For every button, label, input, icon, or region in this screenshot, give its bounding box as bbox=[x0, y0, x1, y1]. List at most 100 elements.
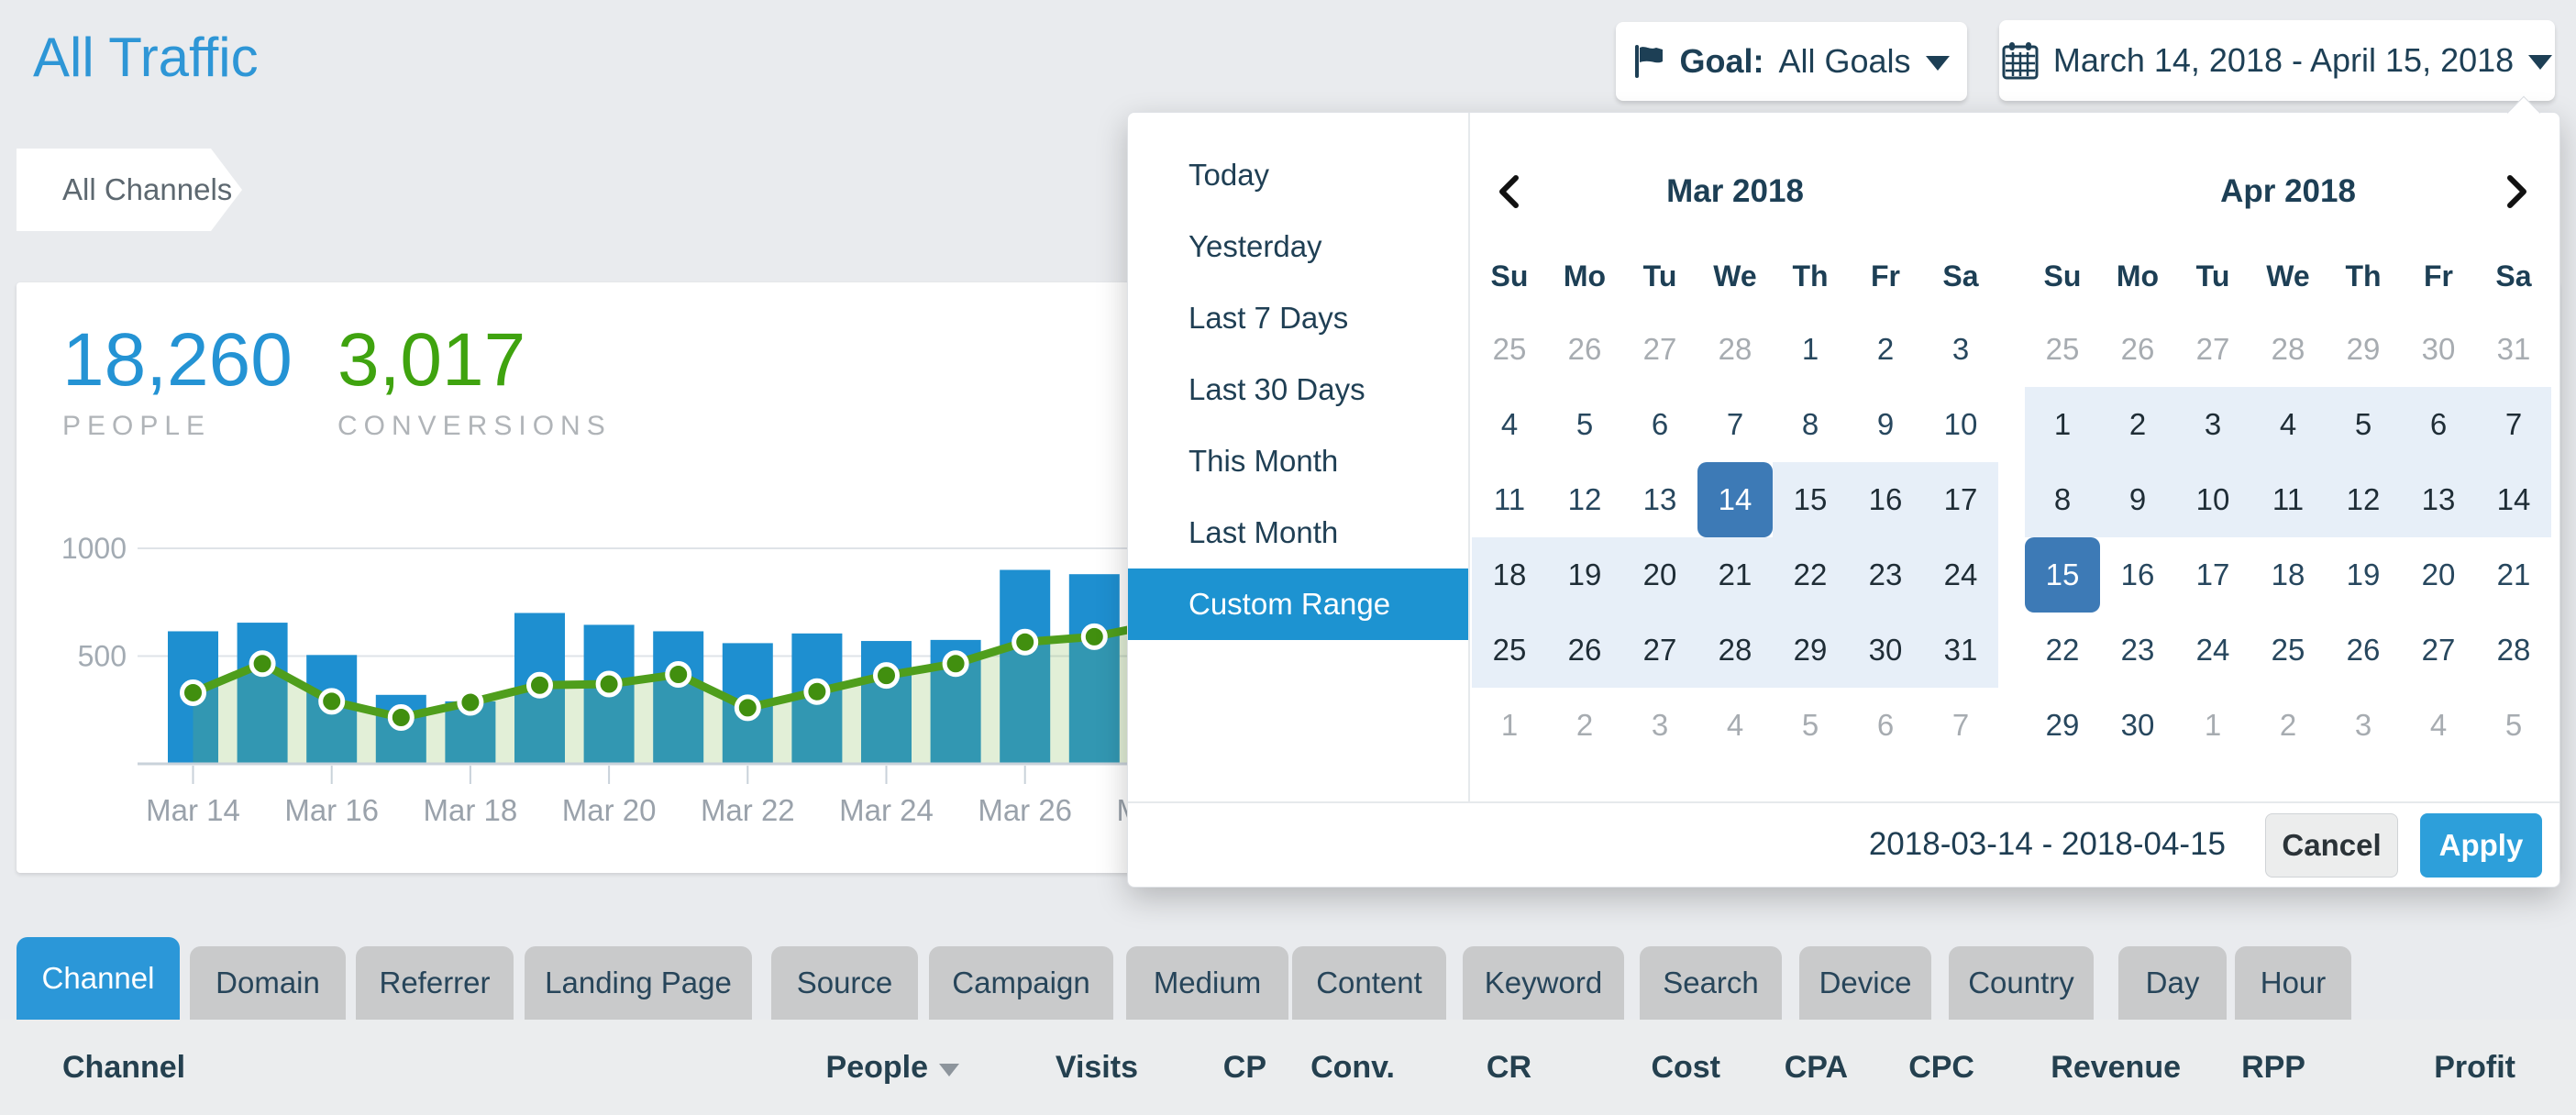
day-cell[interactable]: 13 bbox=[2401, 462, 2476, 537]
day-cell[interactable]: 5 bbox=[2504, 708, 2523, 742]
day-cell[interactable]: 28 bbox=[2271, 332, 2305, 366]
day-cell[interactable]: 14 bbox=[1697, 462, 1773, 537]
menu-item-custom-range[interactable]: Custom Range bbox=[1128, 569, 1468, 640]
day-cell[interactable]: 24 bbox=[2195, 633, 2230, 667]
day-cell[interactable]: 21 bbox=[2496, 558, 2531, 591]
day-cell[interactable]: 16 bbox=[1848, 462, 1923, 537]
day-cell[interactable]: 6 bbox=[1651, 407, 1669, 441]
tab-day[interactable]: Day bbox=[2118, 946, 2227, 1020]
day-cell[interactable]: 4 bbox=[2429, 708, 2448, 742]
day-cell[interactable]: 4 bbox=[1500, 407, 1519, 441]
day-cell[interactable]: 19 bbox=[1547, 537, 1622, 613]
day-cell[interactable]: 7 bbox=[2476, 387, 2551, 462]
menu-item-this-month[interactable]: This Month bbox=[1188, 444, 1339, 478]
day-cell[interactable]: 10 bbox=[1943, 407, 1978, 441]
tab-hour[interactable]: Hour bbox=[2235, 946, 2351, 1020]
column-header-cost[interactable]: Cost bbox=[1651, 1020, 1720, 1115]
day-cell[interactable]: 30 bbox=[2421, 332, 2456, 366]
day-cell[interactable]: 13 bbox=[1642, 482, 1677, 516]
day-cell[interactable]: 9 bbox=[2100, 462, 2175, 537]
column-header-people[interactable]: People bbox=[826, 1020, 959, 1115]
column-header-visits[interactable]: Visits bbox=[1056, 1020, 1138, 1115]
day-cell[interactable]: 22 bbox=[1773, 537, 1848, 613]
day-cell[interactable]: 23 bbox=[2120, 633, 2155, 667]
day-cell[interactable]: 2 bbox=[2279, 708, 2297, 742]
day-cell[interactable]: 20 bbox=[2421, 558, 2456, 591]
day-cell[interactable]: 1 bbox=[1500, 708, 1519, 742]
column-header-rpp[interactable]: RPP bbox=[2241, 1020, 2305, 1115]
day-cell[interactable]: 2 bbox=[1876, 332, 1895, 366]
day-cell[interactable]: 25 bbox=[2045, 332, 2080, 366]
day-cell[interactable]: 26 bbox=[1567, 332, 1602, 366]
column-header-conv[interactable]: Conv. bbox=[1310, 1020, 1395, 1115]
day-cell[interactable]: 7 bbox=[1726, 407, 1744, 441]
menu-item-last-30-days[interactable]: Last 30 Days bbox=[1188, 372, 1365, 406]
day-cell[interactable]: 5 bbox=[1575, 407, 1594, 441]
next-month-button[interactable] bbox=[2498, 171, 2535, 212]
day-cell[interactable]: 6 bbox=[2401, 387, 2476, 462]
day-cell[interactable]: 9 bbox=[1876, 407, 1895, 441]
day-cell[interactable]: 4 bbox=[2250, 387, 2326, 462]
day-cell[interactable]: 26 bbox=[2346, 633, 2381, 667]
day-cell[interactable]: 5 bbox=[2326, 387, 2401, 462]
day-cell[interactable]: 29 bbox=[2346, 332, 2381, 366]
goal-selector-button[interactable]: Goal: All Goals bbox=[1616, 22, 1967, 101]
day-cell[interactable]: 30 bbox=[2120, 708, 2155, 742]
tab-campaign[interactable]: Campaign bbox=[929, 946, 1113, 1020]
column-header-profit[interactable]: Profit bbox=[2434, 1020, 2515, 1115]
day-cell[interactable]: 27 bbox=[2421, 633, 2456, 667]
day-cell[interactable]: 6 bbox=[1876, 708, 1895, 742]
day-cell[interactable]: 15 bbox=[1773, 462, 1848, 537]
tab-keyword[interactable]: Keyword bbox=[1463, 946, 1624, 1020]
tab-medium[interactable]: Medium bbox=[1126, 946, 1288, 1020]
day-cell[interactable]: 11 bbox=[2250, 462, 2326, 537]
day-cell[interactable]: 19 bbox=[2346, 558, 2381, 591]
column-header-cp[interactable]: CP bbox=[1223, 1020, 1266, 1115]
day-cell[interactable]: 28 bbox=[1718, 332, 1752, 366]
day-cell[interactable]: 8 bbox=[1801, 407, 1819, 441]
column-header-cpc[interactable]: CPC bbox=[1908, 1020, 1974, 1115]
day-cell[interactable]: 25 bbox=[2271, 633, 2305, 667]
day-cell[interactable]: 21 bbox=[1697, 537, 1773, 613]
tab-source[interactable]: Source bbox=[771, 946, 918, 1020]
day-cell[interactable]: 23 bbox=[1848, 537, 1923, 613]
tab-channel[interactable]: Channel bbox=[17, 937, 180, 1020]
day-cell[interactable]: 28 bbox=[1697, 613, 1773, 688]
day-cell[interactable]: 7 bbox=[1951, 708, 1970, 742]
tab-search[interactable]: Search bbox=[1640, 946, 1782, 1020]
day-cell[interactable]: 3 bbox=[1651, 708, 1669, 742]
day-cell[interactable]: 27 bbox=[1622, 613, 1697, 688]
day-cell[interactable]: 28 bbox=[2496, 633, 2531, 667]
day-cell[interactable]: 8 bbox=[2025, 462, 2100, 537]
day-cell[interactable]: 1 bbox=[2204, 708, 2222, 742]
apply-button[interactable]: Apply bbox=[2420, 813, 2542, 878]
menu-item-today[interactable]: Today bbox=[1188, 158, 1270, 192]
day-cell[interactable]: 5 bbox=[1801, 708, 1819, 742]
tab-landing-page[interactable]: Landing Page bbox=[525, 946, 752, 1020]
menu-item-last-7-days[interactable]: Last 7 Days bbox=[1188, 301, 1349, 335]
day-cell[interactable]: 12 bbox=[2326, 462, 2401, 537]
day-cell[interactable]: 27 bbox=[1642, 332, 1677, 366]
day-cell[interactable]: 27 bbox=[2195, 332, 2230, 366]
breadcrumb-all-channels[interactable]: All Channels bbox=[17, 149, 242, 231]
day-cell[interactable]: 31 bbox=[2496, 332, 2531, 366]
day-cell[interactable]: 3 bbox=[2354, 708, 2372, 742]
day-cell[interactable]: 24 bbox=[1923, 537, 1998, 613]
tab-content[interactable]: Content bbox=[1292, 946, 1446, 1020]
column-header-channel[interactable]: Channel bbox=[62, 1020, 185, 1115]
day-cell[interactable]: 3 bbox=[2175, 387, 2250, 462]
day-cell[interactable]: 10 bbox=[2175, 462, 2250, 537]
date-range-button[interactable]: March 14, 2018 - April 15, 2018 bbox=[1999, 20, 2555, 101]
day-cell[interactable]: 14 bbox=[2476, 462, 2551, 537]
day-cell[interactable]: 1 bbox=[2025, 387, 2100, 462]
previous-month-button[interactable] bbox=[1491, 171, 1528, 212]
day-cell[interactable]: 17 bbox=[1923, 462, 1998, 537]
day-cell[interactable]: 4 bbox=[1726, 708, 1744, 742]
tab-country[interactable]: Country bbox=[1949, 946, 2094, 1020]
menu-item-last-month[interactable]: Last Month bbox=[1188, 515, 1339, 549]
day-cell[interactable]: 3 bbox=[1951, 332, 1970, 366]
day-cell[interactable]: 16 bbox=[2120, 558, 2155, 591]
day-cell[interactable]: 29 bbox=[2045, 708, 2080, 742]
column-header-cr[interactable]: CR bbox=[1487, 1020, 1531, 1115]
day-cell[interactable]: 17 bbox=[2195, 558, 2230, 591]
